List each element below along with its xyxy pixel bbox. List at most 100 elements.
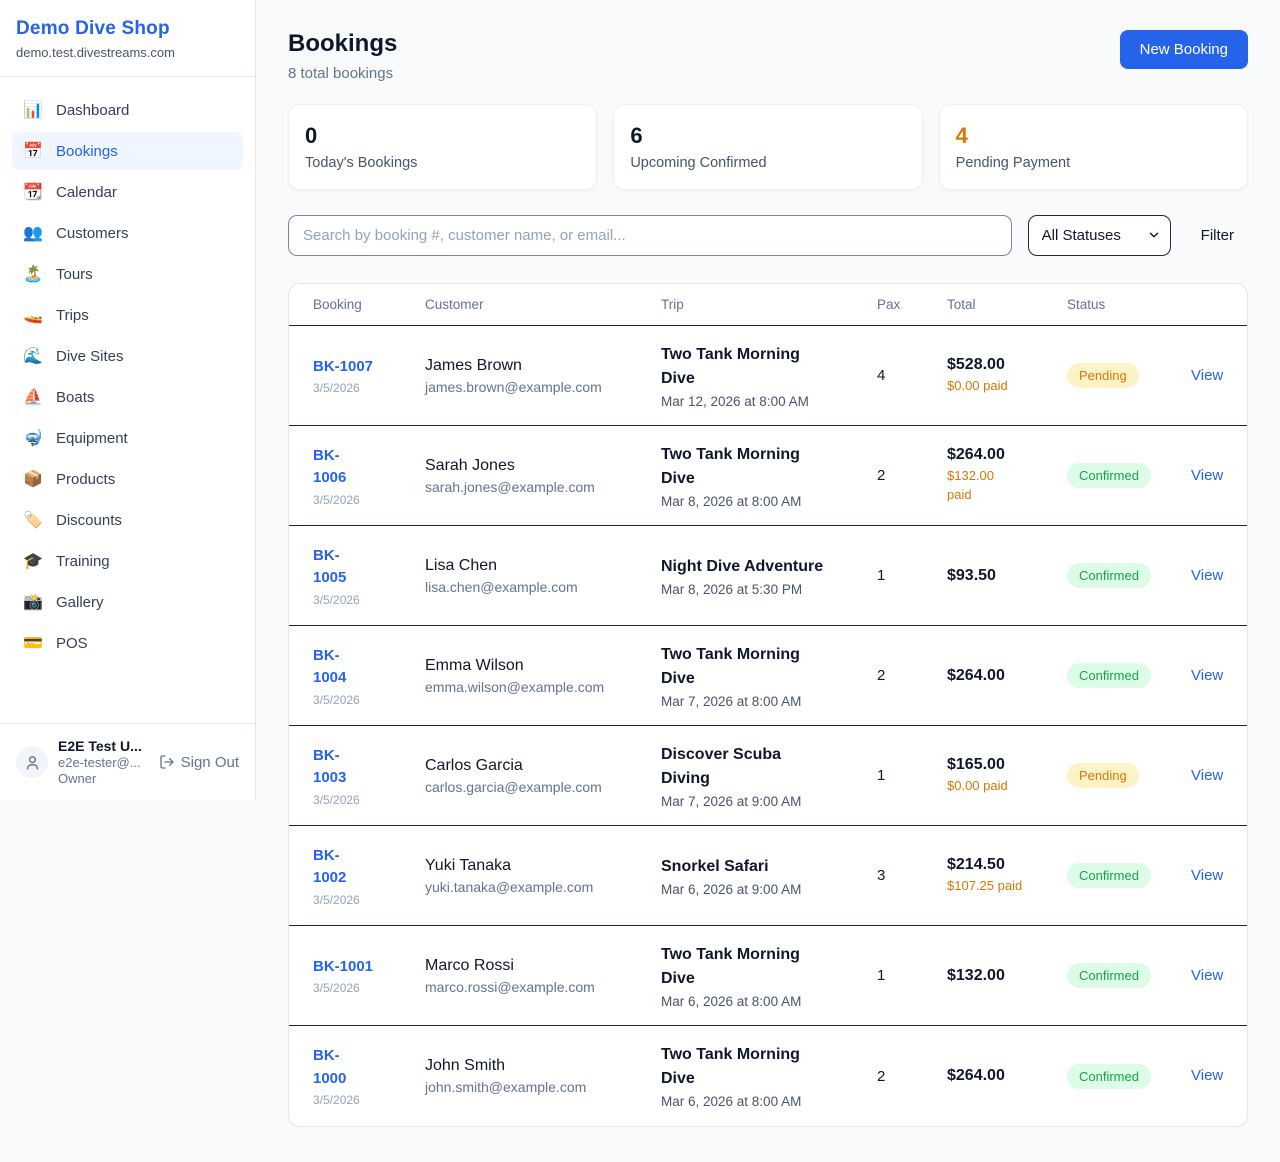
nav-item-label: Dashboard: [56, 101, 130, 119]
customer-name: Lisa Chen: [425, 556, 498, 574]
sidebar-item-pos[interactable]: 💳 POS: [12, 624, 243, 662]
column-header: Trip: [661, 297, 684, 312]
booking-date: 3/5/2026: [313, 592, 360, 607]
new-booking-button[interactable]: New Booking: [1119, 30, 1248, 69]
trip-date: Mar 6, 2026 at 8:00 AM: [661, 1094, 802, 1109]
sidebar-item-bookings[interactable]: 📅 Bookings: [12, 132, 243, 170]
customer-email: emma.wilson@example.com: [425, 678, 605, 695]
trip-cell: Discover Scuba Diving Mar 7, 2026 at 9:0…: [661, 743, 877, 809]
total-amount: $165.00: [947, 755, 1005, 773]
total-cell: $528.00 $0.00 paid: [947, 356, 1067, 396]
customer-cell: Yuki Tanaka yuki.tanaka@example.com: [425, 857, 661, 895]
sidebar-item-dashboard[interactable]: 📊 Dashboard: [12, 91, 243, 129]
status-cell: Confirmed: [1067, 863, 1191, 888]
sidebar-item-calendar[interactable]: 📆 Calendar: [12, 173, 243, 211]
sidebar-nav: 📊 Dashboard 📅 Bookings 📆 Calendar 👥 Cust…: [0, 77, 255, 723]
status-badge: Confirmed: [1067, 463, 1151, 488]
sidebar-item-trips[interactable]: 🚤 Trips: [12, 296, 243, 334]
view-link[interactable]: View: [1191, 1067, 1224, 1084]
status-cell: Confirmed: [1067, 963, 1191, 988]
search-input[interactable]: [288, 215, 1012, 256]
view-link[interactable]: View: [1191, 466, 1224, 484]
booking-id-link[interactable]: BK- 1003: [313, 746, 347, 787]
booking-id-link[interactable]: BK- 1006: [313, 446, 347, 487]
booking-id-link[interactable]: BK-1007: [313, 357, 374, 375]
column-header: Booking: [313, 297, 362, 312]
customer-email: john.smith@example.com: [425, 1079, 587, 1095]
table-row: BK-1001 3/5/2026 Marco Rossi marco.rossi…: [289, 926, 1247, 1026]
stat-label: Upcoming Confirmed: [630, 155, 767, 171]
sidebar-item-dive-sites[interactable]: 🌊 Dive Sites: [12, 337, 243, 375]
gallery-icon: 📸: [23, 594, 43, 611]
trip-name: Two Tank Morning Dive: [661, 1046, 800, 1087]
nav-item-label: Discounts: [56, 511, 122, 529]
view-link[interactable]: View: [1191, 966, 1224, 984]
sign-out-label: Sign Out: [180, 753, 239, 771]
booking-id-link[interactable]: BK- 1005: [313, 546, 347, 587]
column-header: Status: [1067, 297, 1106, 312]
booking-id-link[interactable]: BK-1001: [313, 957, 374, 975]
status-badge: Confirmed: [1067, 963, 1151, 988]
status-badge: Confirmed: [1067, 863, 1151, 888]
sidebar-item-tours[interactable]: 🏝️ Tours: [12, 255, 243, 293]
brand-block: Demo Dive Shop demo.test.divestreams.com: [0, 0, 255, 77]
nav-item-label: Products: [56, 470, 116, 488]
sidebar: Demo Dive Shop demo.test.divestreams.com…: [0, 0, 256, 800]
action-cell: View: [1191, 467, 1233, 485]
nav-item-label: Trips: [56, 306, 89, 324]
status-badge: Pending: [1067, 763, 1139, 788]
booking-id-link[interactable]: BK- 1002: [313, 846, 347, 887]
customer-cell: Carlos Garcia carlos.garcia@example.com: [425, 757, 661, 795]
brand-name: Demo Dive Shop: [16, 18, 170, 39]
sidebar-item-gallery[interactable]: 📸 Gallery: [12, 583, 243, 621]
trip-name: Discover Scuba Diving: [661, 745, 782, 787]
trip-cell: Two Tank Morning Dive Mar 6, 2026 at 8:0…: [661, 943, 877, 1009]
customer-email: james.brown@example.com: [425, 378, 602, 395]
view-link[interactable]: View: [1191, 366, 1224, 384]
action-cell: View: [1191, 667, 1233, 685]
sidebar-item-boats[interactable]: ⛵ Boats: [12, 378, 243, 416]
booking-cell: BK- 1006 3/5/2026: [313, 445, 425, 507]
status-filter-select[interactable]: All Statuses: [1027, 215, 1171, 256]
user-footer: E2E Test U... e2e-tester@... Owner Sign …: [0, 723, 255, 800]
booking-id-link[interactable]: BK- 1004: [313, 646, 347, 687]
customer-name: Carlos Garcia: [425, 756, 523, 774]
sidebar-item-customers[interactable]: 👥 Customers: [12, 214, 243, 252]
sidebar-item-discounts[interactable]: 🏷️ Discounts: [12, 501, 243, 539]
action-cell: View: [1191, 1067, 1233, 1085]
trip-name: Two Tank Morning Dive: [661, 645, 800, 687]
sidebar-item-training[interactable]: 🎓 Training: [12, 542, 243, 580]
view-link[interactable]: View: [1191, 566, 1224, 584]
nav-item-label: Tours: [56, 265, 93, 283]
nav-item-label: Dive Sites: [56, 347, 124, 365]
customer-cell: Sarah Jones sarah.jones@example.com: [425, 457, 661, 495]
sidebar-item-equipment[interactable]: 🤿 Equipment: [12, 419, 243, 457]
training-icon: 🎓: [23, 553, 43, 570]
stat-value: 4: [955, 123, 968, 148]
table-row: BK- 1002 3/5/2026 Yuki Tanaka yuki.tanak…: [289, 826, 1247, 926]
customer-cell: Marco Rossi marco.rossi@example.com: [425, 957, 661, 995]
booking-id-link[interactable]: BK- 1000: [313, 1047, 347, 1087]
customer-email: yuki.tanaka@example.com: [425, 878, 594, 895]
view-link[interactable]: View: [1191, 666, 1224, 684]
table-row: BK- 1003 3/5/2026 Carlos Garcia carlos.g…: [289, 726, 1247, 826]
status-cell: Confirmed: [1067, 1063, 1191, 1089]
main-content: Bookings 8 total bookings New Booking 0 …: [256, 0, 1280, 1157]
dashboard-icon: 📊: [23, 102, 43, 119]
action-cell: View: [1191, 367, 1233, 385]
column-header: Total: [947, 297, 976, 312]
sidebar-item-products[interactable]: 📦 Products: [12, 460, 243, 498]
nav-item-label: Training: [56, 552, 110, 570]
booking-date: 3/5/2026: [313, 692, 360, 707]
view-link[interactable]: View: [1191, 866, 1224, 884]
trip-date: Mar 6, 2026 at 8:00 AM: [661, 993, 802, 1009]
view-link[interactable]: View: [1191, 766, 1224, 784]
trip-date: Mar 8, 2026 at 8:00 AM: [661, 493, 802, 509]
action-cell: View: [1191, 567, 1233, 585]
total-paid: $132.00 paid: [947, 468, 994, 502]
filter-button[interactable]: Filter: [1187, 219, 1248, 252]
table-header-row: Booking Customer Trip Pax Total Status: [289, 284, 1247, 326]
status-cell: Confirmed: [1067, 463, 1191, 488]
sign-out-button[interactable]: Sign Out: [159, 754, 239, 771]
